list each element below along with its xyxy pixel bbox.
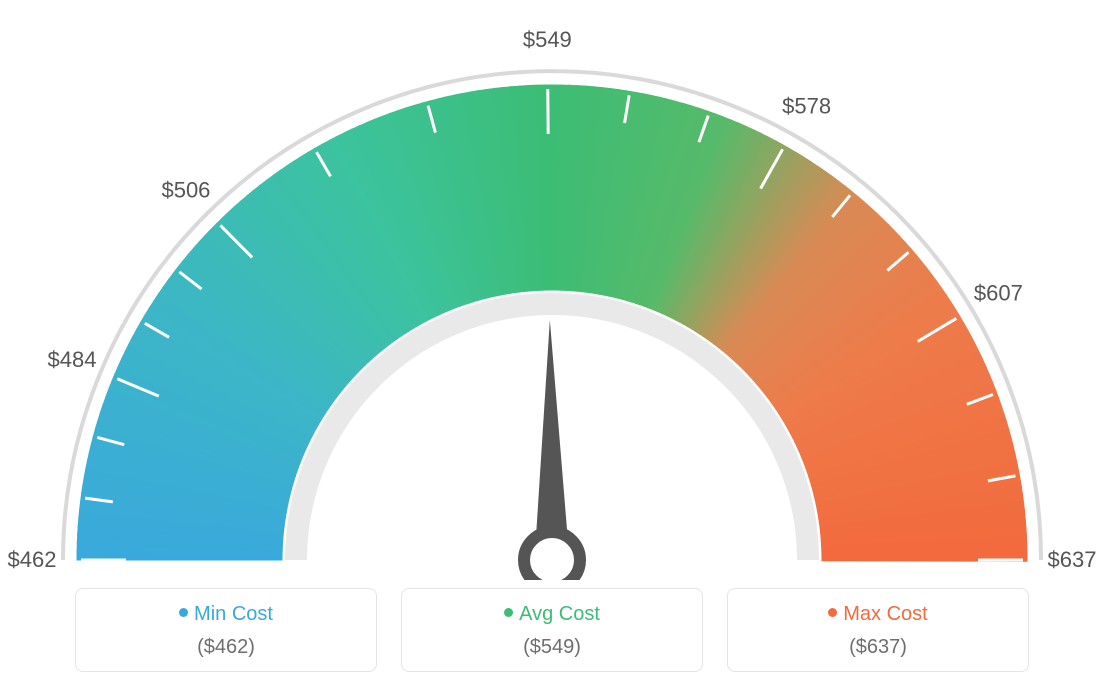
legend-min-value: ($462)	[76, 636, 376, 659]
legend-max-value: ($637)	[728, 636, 1028, 659]
legend-max-title: Max Cost	[728, 603, 1028, 626]
legend-avg-dot	[504, 608, 513, 617]
legend-max-label: Max Cost	[843, 603, 927, 625]
gauge-area: $462 $484 $506 $549 $578 $607 $637	[0, 0, 1104, 570]
svg-text:$484: $484	[48, 347, 97, 372]
gauge-svg: $462 $484 $506 $549 $578 $607 $637	[0, 0, 1104, 580]
legend-card-min: Min Cost ($462)	[75, 588, 377, 672]
legend-min-dot	[179, 608, 188, 617]
legend-min-title: Min Cost	[76, 603, 376, 626]
legend-max-dot	[828, 608, 837, 617]
svg-text:$462: $462	[8, 547, 57, 572]
legend-card-avg: Avg Cost ($549)	[401, 588, 703, 672]
svg-text:$607: $607	[974, 280, 1023, 305]
svg-text:$506: $506	[161, 178, 210, 203]
svg-text:$549: $549	[523, 27, 572, 52]
gauge-chart-container: $462 $484 $506 $549 $578 $607 $637 Min Cost ($…	[0, 0, 1104, 690]
svg-text:$578: $578	[782, 94, 831, 119]
legend-card-max: Max Cost ($637)	[727, 588, 1029, 672]
svg-text:$637: $637	[1048, 547, 1097, 572]
legend-avg-title: Avg Cost	[402, 603, 702, 626]
legend-min-label: Min Cost	[194, 603, 273, 625]
legend-avg-value: ($549)	[402, 636, 702, 659]
legend-avg-label: Avg Cost	[519, 603, 600, 625]
legend-row: Min Cost ($462) Avg Cost ($549) Max Cost…	[0, 588, 1104, 672]
